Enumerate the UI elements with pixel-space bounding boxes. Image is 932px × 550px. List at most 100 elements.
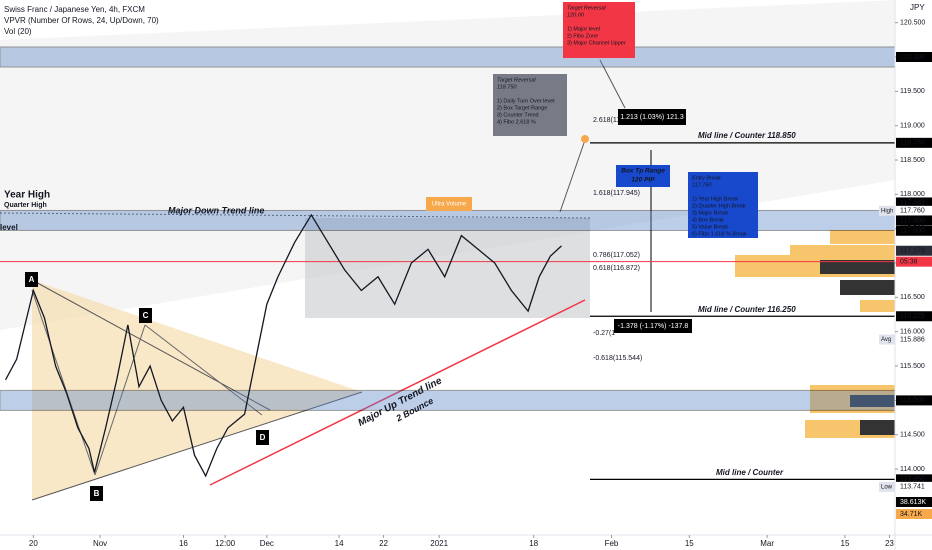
callout-line: 5) Value Break — [692, 224, 728, 230]
currency: JPY — [910, 3, 925, 12]
volume-label: Vol (20) — [4, 27, 32, 36]
level-band — [0, 389, 896, 411]
price-label-box — [896, 334, 932, 345]
volume-box — [896, 497, 932, 507]
level-band — [0, 209, 896, 231]
price-label: 117.179 — [900, 248, 925, 255]
callout — [493, 74, 567, 136]
price-label: 117.760 — [900, 208, 925, 215]
price-label: 118.750 — [900, 140, 925, 147]
annotation: Quarter High — [4, 202, 47, 209]
price-label-box — [896, 197, 932, 208]
annotation: Major Down Trend line — [168, 205, 264, 215]
price-label: 113.850 — [900, 476, 925, 483]
callout-line: 120 PIP — [631, 177, 655, 184]
chart-title: Swiss Franc / Japanese Yen, 4h, FXCM — [4, 5, 145, 14]
callout-line: Target Reversal — [497, 77, 536, 83]
pattern-line — [31, 289, 96, 476]
annotation: Year High — [4, 190, 50, 201]
callout-line: 1) Major level — [567, 26, 600, 32]
annotation: Mid line / Counter 118.850 — [698, 131, 796, 140]
fib-label: 0.786(117.052) — [593, 252, 640, 259]
x-tick-label: 22 — [379, 539, 388, 548]
callout-line: Box Tp Range — [621, 168, 665, 175]
y-tick-label: 120.500 — [900, 20, 925, 27]
callout-line: 120.00 — [567, 12, 585, 18]
price-label: 115.000 — [900, 397, 925, 404]
fib-label: -0.27(1 — [593, 330, 615, 337]
callout-line: 6) Fibo 1.618 % Break — [692, 231, 747, 237]
point-label: D — [260, 433, 266, 442]
price-tag-box — [879, 334, 895, 345]
measure-label: -1.378 (-1.17%) -137.8 — [618, 323, 689, 330]
channel — [0, 0, 895, 330]
callout-line: Target Reversal — [567, 5, 606, 11]
x-tick-label: 14 — [335, 539, 344, 548]
price-label: 117.500 — [900, 217, 925, 224]
fib-label: 2.618(11 — [593, 117, 620, 124]
label-box — [426, 197, 472, 211]
x-tick-label: 15 — [841, 539, 850, 548]
point-label: C — [143, 311, 149, 320]
annotation: Mid line / Counter — [716, 468, 784, 477]
annotation: Mid line / Counter 116.250 — [698, 305, 796, 314]
fib-label: 0.618(116.872) — [593, 265, 640, 272]
callout-line: 117.750 — [692, 182, 712, 188]
y-tick-label: 116.000 — [900, 329, 925, 336]
plot — [0, 0, 896, 501]
x-tick-label: 16 — [179, 539, 188, 548]
price-tag-box — [879, 205, 895, 216]
price-label-box — [896, 215, 932, 226]
point-box — [256, 430, 269, 445]
price-label: 117.882 — [900, 199, 925, 206]
y-tick-label: 114.500 — [900, 432, 925, 439]
vpvr — [820, 260, 895, 435]
point-label: A — [29, 275, 35, 284]
callout — [563, 2, 635, 58]
annotation: Ultra Volume — [432, 202, 467, 208]
pattern-line — [94, 324, 146, 476]
price-label: 05:38 — [900, 259, 918, 266]
x-tick-label: 12:00 — [215, 539, 236, 548]
trend-line — [31, 279, 271, 411]
x-tick-label: Dec — [260, 539, 274, 548]
volume-value: 34.71K — [900, 511, 923, 518]
callout-line: 2) Fibo Zone — [567, 33, 598, 39]
price-line — [4, 213, 562, 478]
price-tag: Avg — [881, 337, 891, 343]
y-tick-label: 119.500 — [900, 88, 925, 95]
price-label-box — [896, 52, 932, 63]
pattern-line — [144, 324, 263, 416]
point-box — [139, 308, 152, 323]
price-tag: High — [881, 208, 893, 214]
price-label-box — [896, 311, 932, 322]
price-label: 120.000 — [900, 54, 925, 61]
callout-line: 1) Daily Turn Over level — [497, 98, 554, 104]
point-box — [25, 272, 38, 287]
y-tick-label: 114.000 — [900, 466, 925, 473]
fib-label: -0.618(115.544) — [593, 355, 642, 362]
x-tick-label: Mar — [760, 539, 774, 548]
y-tick-label: 116.500 — [900, 294, 925, 301]
y-tick-label: 119.000 — [900, 123, 925, 130]
y-tick-label: 118.000 — [900, 191, 925, 198]
y-tick-label: 118.500 — [900, 157, 925, 164]
price-tag-box — [879, 481, 895, 492]
callout-line: 3) Counter Trend — [497, 112, 539, 118]
target-dot — [581, 135, 589, 143]
triangle — [32, 280, 362, 500]
point-box — [90, 486, 103, 501]
price-label-box — [896, 395, 932, 406]
measure-label: 1.213 (1.03%) 121.3 — [620, 114, 684, 121]
price-label-box — [896, 137, 932, 148]
y-tick-label: 115.500 — [900, 363, 925, 370]
x-tick-label: 15 — [685, 539, 694, 548]
volume-box — [896, 509, 932, 519]
callout-line: 3) Major Break — [692, 210, 728, 216]
trend-line — [31, 391, 363, 501]
x-tick-label: 20 — [29, 539, 38, 548]
indicator-label: VPVR (Number Of Rows, 24, Up/Down, 70) — [4, 16, 159, 25]
callout-line: 3) Major Channel Upper — [567, 40, 626, 46]
measure-box — [618, 109, 686, 125]
x-tick-label: 23 — [885, 539, 894, 548]
